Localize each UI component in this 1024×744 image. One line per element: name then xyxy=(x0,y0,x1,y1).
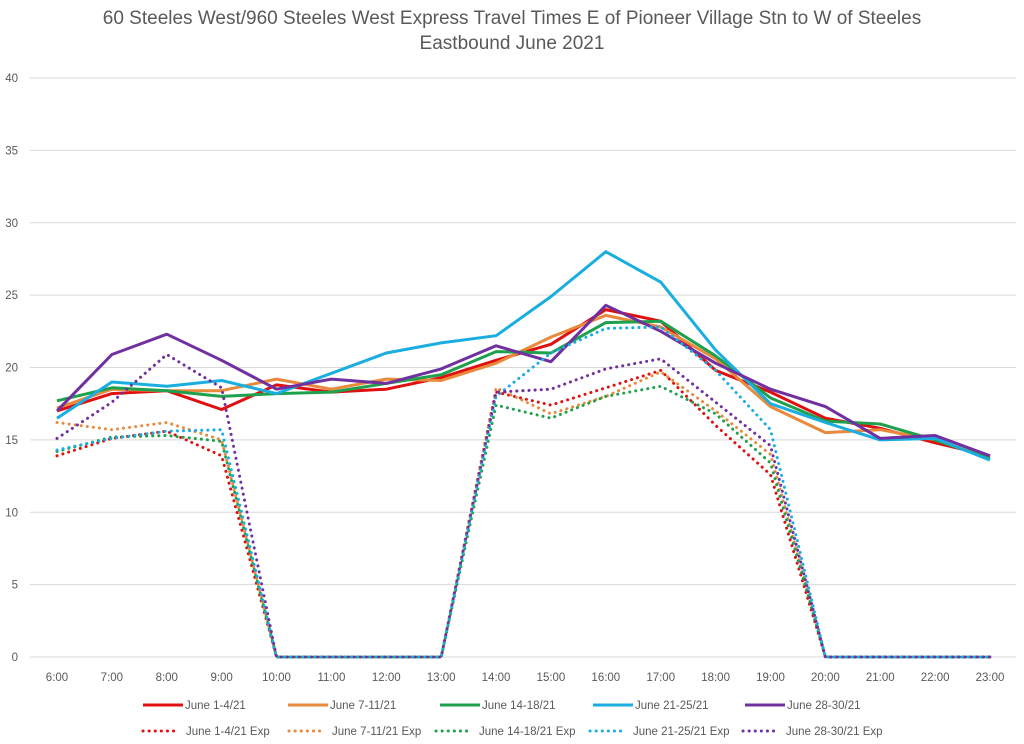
x-tick-label: 18:00 xyxy=(701,672,730,684)
legend-label: June 28-30/21 xyxy=(787,700,861,712)
y-tick-label: 25 xyxy=(5,290,18,302)
y-tick-label: 35 xyxy=(5,145,18,157)
x-tick-label: 17:00 xyxy=(646,672,675,684)
x-tick-label: 9:00 xyxy=(210,672,232,684)
legend-label: June 28-30/21 Exp xyxy=(786,726,883,738)
legend-item: June 7-11/21 xyxy=(288,700,396,712)
x-tick-label: 23:00 xyxy=(976,672,1005,684)
legend-label: June 7-11/21 xyxy=(330,700,396,712)
x-tick-label: 14:00 xyxy=(482,672,511,684)
legend-label: June 21-25/21 Exp xyxy=(633,726,730,738)
x-axis-ticks: 6:00 7:00 8:00 9:00 10:00 11:00 12:00 13:00 14:0… xyxy=(46,672,1005,684)
y-tick-label: 30 xyxy=(5,218,18,230)
x-tick-label: 11:00 xyxy=(317,672,345,684)
legend-label: June 14-18/21 xyxy=(482,700,556,712)
legend-label: June 1-4/21 Exp xyxy=(186,726,270,738)
x-tick-label: 22:00 xyxy=(921,672,950,684)
series-lines xyxy=(55,250,992,659)
x-tick-label: 13:00 xyxy=(427,672,456,684)
x-tick-label: 19:00 xyxy=(756,672,785,684)
x-tick-label: 12:00 xyxy=(372,672,401,684)
x-tick-label: 16:00 xyxy=(591,672,620,684)
x-tick-label: 15:00 xyxy=(537,672,566,684)
legend-label: June 7-11/21 Exp xyxy=(332,726,421,738)
series-line-june-14-18-21-exp xyxy=(55,384,992,659)
legend-item: June 28-30/21 Exp xyxy=(741,726,883,738)
legend-label: June 14-18/21 Exp xyxy=(479,726,576,738)
x-tick-label: 10:00 xyxy=(262,672,291,684)
legend-item: June 1-4/21 xyxy=(143,700,246,712)
y-tick-label: 0 xyxy=(12,652,18,664)
series-line-june-1-4-21-exp xyxy=(55,368,992,659)
legend-item: June 21-25/21 xyxy=(593,700,709,712)
y-tick-label: 20 xyxy=(5,363,18,375)
series-line-june-28-30-21 xyxy=(55,303,991,458)
x-tick-label: 21:00 xyxy=(866,672,895,684)
y-axis-ticks: 0 5 10 15 20 25 30 35 40 xyxy=(5,73,18,664)
x-tick-label: 6:00 xyxy=(46,672,68,684)
x-tick-label: 20:00 xyxy=(811,672,840,684)
chart-subtitle: Eastbound June 2021 xyxy=(419,33,605,54)
gridlines xyxy=(30,77,1016,658)
x-tick-label: 7:00 xyxy=(101,672,123,684)
x-tick-label: 8:00 xyxy=(156,672,178,684)
series-line-june-21-25-21 xyxy=(56,250,991,462)
legend-item: June 14-18/21 Exp xyxy=(434,726,576,738)
legend-item: June 28-30/21 xyxy=(745,700,861,712)
y-tick-label: 15 xyxy=(5,435,18,447)
legend-label: June 21-25/21 xyxy=(635,700,709,712)
legend-item: June 14-18/21 xyxy=(440,700,556,712)
chart-title-line-1: 60 Steeles West/960 Steeles West Express… xyxy=(102,8,922,29)
legend-item: June 21-25/21 Exp xyxy=(588,726,730,738)
y-tick-label: 40 xyxy=(5,73,18,85)
legend: June 1-4/21 June 7-11/21 June 14-18/21 June… xyxy=(141,700,883,738)
legend-item: June 1-4/21 Exp xyxy=(141,726,270,738)
series-line-june-7-11-21 xyxy=(56,313,991,459)
legend-label: June 1-4/21 xyxy=(185,700,246,712)
y-tick-label: 10 xyxy=(5,507,18,519)
series-line-june-21-25-21-exp xyxy=(55,325,992,659)
series-line-june-7-11-21-exp xyxy=(55,370,992,659)
chart-title: 60 Steeles West/960 Steeles West Express… xyxy=(0,6,1024,56)
y-tick-label: 5 xyxy=(12,580,18,592)
legend-item: June 7-11/21 Exp xyxy=(287,726,421,738)
series-line-june-28-30-21-exp xyxy=(55,353,992,659)
